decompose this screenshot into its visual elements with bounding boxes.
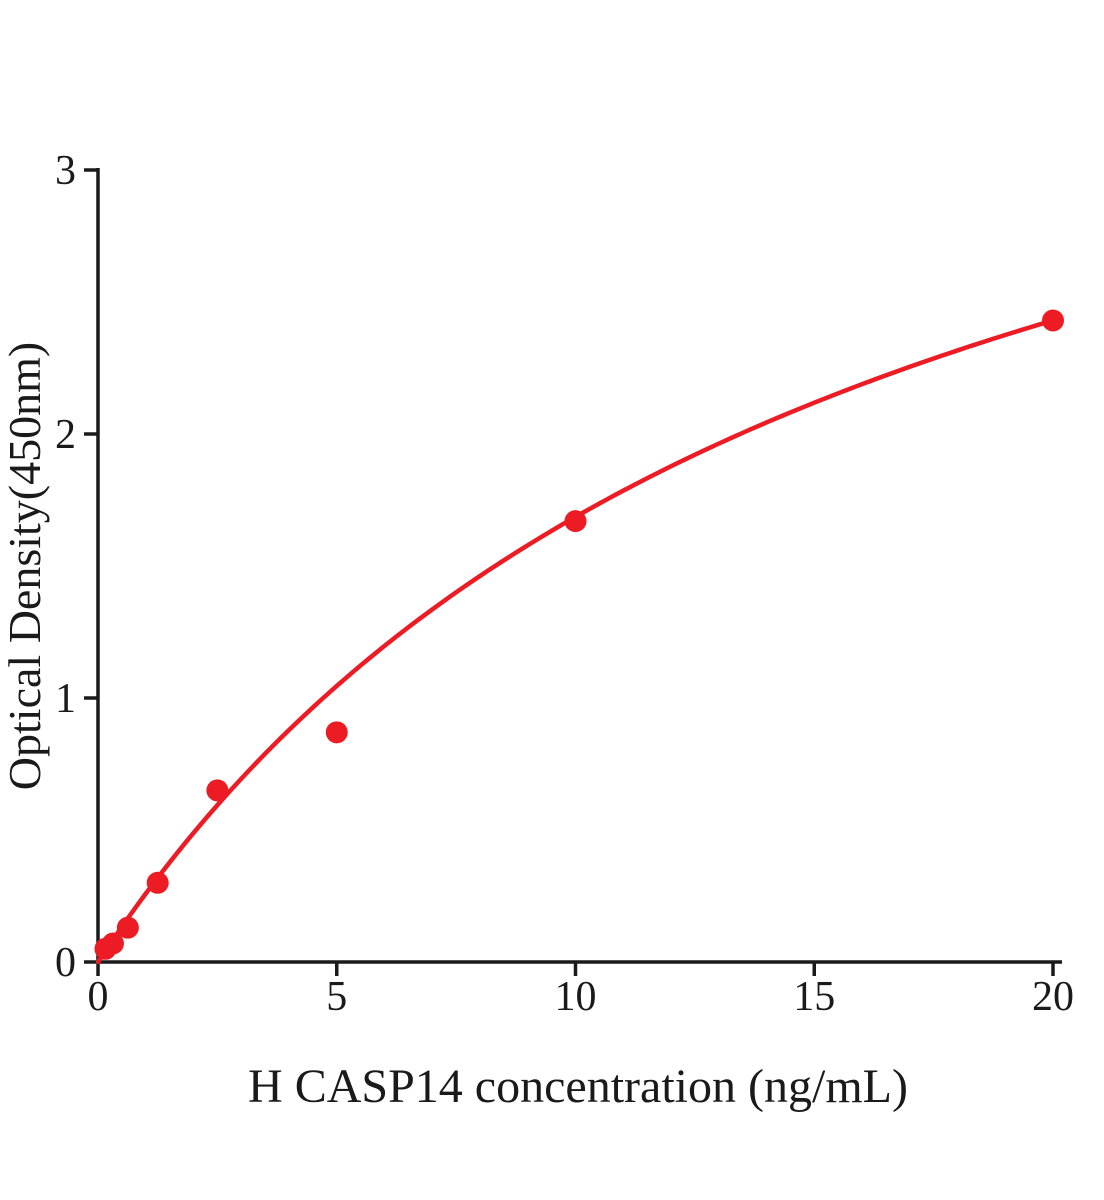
y-tick-label: 1: [55, 676, 76, 722]
x-tick-label: 0: [88, 974, 109, 1020]
x-tick-label: 15: [793, 974, 835, 1020]
data-point: [206, 779, 229, 802]
data-point: [146, 871, 169, 894]
data-points: [94, 309, 1064, 960]
standard-curve-line: [95, 318, 1056, 965]
y-tick-label: 0: [55, 940, 76, 986]
data-point: [564, 510, 587, 533]
x-tick-label: 20: [1032, 974, 1074, 1020]
data-point: [1042, 309, 1064, 332]
axis-tick-labels: 0 5 10 15 20 0 1 2 3: [55, 148, 1074, 1020]
data-point: [101, 932, 124, 955]
fit-curve: [95, 318, 1056, 965]
y-tick-label: 3: [55, 148, 76, 194]
x-tick-label: 10: [555, 974, 597, 1020]
x-axis-label: H CASP14 concentration (ng/mL): [248, 1060, 908, 1113]
axis-ticks: [84, 168, 1055, 976]
data-point: [116, 916, 139, 939]
y-tick-label: 2: [55, 412, 76, 458]
data-point: [325, 721, 348, 744]
y-axis-label: Optical Density(450nm): [0, 342, 50, 790]
axes: [96, 168, 1062, 964]
x-tick-label: 5: [326, 974, 347, 1020]
